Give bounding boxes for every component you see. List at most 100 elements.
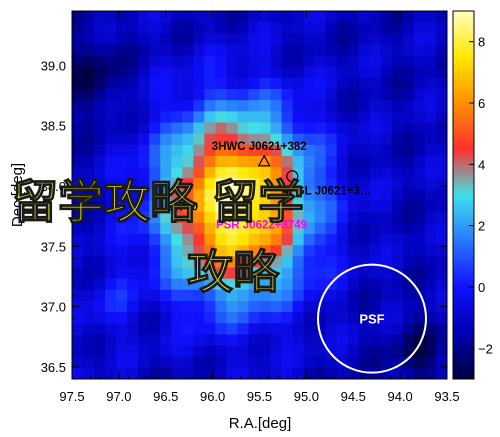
- heatmap-cell: [226, 11, 239, 23]
- heatmap-cell: [105, 89, 117, 101]
- heatmap-cell: [281, 234, 294, 246]
- heatmap-cell: [182, 22, 194, 34]
- heatmap-cell: [435, 323, 447, 335]
- heatmap-cell: [292, 122, 305, 135]
- heatmap-cell: [83, 222, 95, 235]
- heatmap-cell: [391, 300, 404, 313]
- heatmap-cell: [215, 289, 228, 302]
- source-label-psr: PSR J0622+3749: [216, 220, 307, 232]
- heatmap-cell: [413, 245, 426, 257]
- heatmap-cell: [347, 111, 360, 124]
- heatmap-cell: [281, 122, 294, 135]
- heatmap-cell: [226, 89, 239, 101]
- heatmap-cell: [226, 122, 239, 135]
- heatmap-cell: [215, 111, 228, 124]
- heatmap-cell: [303, 111, 316, 124]
- heatmap-cell: [116, 33, 128, 46]
- heatmap-cell: [358, 33, 371, 46]
- heatmap-cell: [314, 66, 327, 79]
- heatmap-cell: [369, 122, 382, 135]
- heatmap-cell: [248, 345, 261, 358]
- heatmap-cell: [259, 356, 272, 369]
- heatmap-cell: [116, 133, 128, 146]
- heatmap-cell: [314, 289, 327, 302]
- heatmap-cell: [424, 22, 437, 34]
- heatmap-cell: [83, 144, 95, 157]
- heatmap-cell: [182, 100, 194, 112]
- heatmap-cell: [204, 44, 216, 57]
- heatmap-cell: [325, 144, 338, 157]
- heatmap-cell: [72, 77, 84, 90]
- heatmap-cell: [358, 245, 371, 257]
- heatmap-cell: [160, 334, 172, 347]
- heatmap-cell: [413, 133, 426, 146]
- x-tick-label: 94.5: [341, 389, 366, 404]
- heatmap-cell: [138, 100, 150, 112]
- heatmap-cell: [182, 144, 194, 157]
- heatmap-cell: [259, 345, 272, 358]
- heatmap-cell: [413, 323, 426, 335]
- heatmap-cell: [435, 267, 447, 280]
- heatmap-cell: [149, 22, 161, 34]
- heatmap-cell: [193, 312, 205, 324]
- heatmap-cell: [215, 55, 228, 68]
- heatmap-cell: [292, 33, 305, 46]
- heatmap-cell: [259, 122, 272, 135]
- heatmap-cell: [336, 44, 349, 57]
- heatmap-cell: [435, 278, 447, 291]
- heatmap-cell: [215, 267, 228, 280]
- heatmap-cell: [226, 155, 239, 168]
- heatmap-cell: [413, 144, 426, 157]
- heatmap-cell: [149, 11, 161, 23]
- heatmap-cell: [292, 334, 305, 347]
- heatmap-cell: [116, 55, 128, 68]
- heatmap-cell: [94, 267, 106, 280]
- heatmap-cell: [292, 222, 305, 235]
- heatmap-cell: [248, 300, 261, 313]
- heatmap-cell: [303, 334, 316, 347]
- heatmap-cell: [204, 167, 216, 179]
- heatmap-cell: [182, 167, 194, 179]
- source-label-3hwc: 3HWC J0621+382: [212, 141, 307, 153]
- heatmap-cell: [83, 44, 95, 57]
- heatmap-cell: [292, 278, 305, 291]
- heatmap-cell: [204, 22, 216, 34]
- heatmap-cell: [72, 289, 84, 302]
- heatmap-cell: [336, 289, 349, 302]
- heatmap-cell: [116, 234, 128, 246]
- heatmap-cell: [94, 155, 106, 168]
- heatmap-cell: [369, 22, 382, 34]
- heatmap-cell: [138, 323, 150, 335]
- heatmap-cell: [380, 44, 393, 57]
- heatmap-cell: [380, 189, 393, 202]
- heatmap-cell: [259, 334, 272, 347]
- heatmap-cell: [226, 345, 239, 358]
- heatmap-cell: [105, 77, 117, 90]
- heatmap-cell: [193, 356, 205, 369]
- heatmap-cell: [413, 234, 426, 246]
- heatmap-cell: [413, 334, 426, 347]
- colorbar-tick-label: −2: [478, 341, 493, 356]
- heatmap-cell: [116, 144, 128, 157]
- heatmap-cell: [171, 22, 183, 34]
- heatmap-cell: [391, 278, 404, 291]
- heatmap-cell: [391, 345, 404, 358]
- heatmap-cell: [391, 367, 404, 379]
- heatmap-cell: [325, 44, 338, 57]
- heatmap-cell: [182, 323, 194, 335]
- heatmap-cell: [413, 300, 426, 313]
- heatmap-cell: [259, 367, 272, 379]
- heatmap-cell: [358, 111, 371, 124]
- heatmap-cell: [435, 22, 447, 34]
- heatmap-cell: [83, 278, 95, 291]
- heatmap-cell: [105, 122, 117, 135]
- heatmap-cell: [325, 300, 338, 313]
- heatmap-cell: [72, 100, 84, 112]
- y-axis-label: Dec.[deg]: [9, 163, 26, 227]
- heatmap-cell: [116, 89, 128, 101]
- heatmap-cell: [105, 312, 117, 324]
- heatmap-cell: [193, 222, 205, 235]
- heatmap-cell: [358, 300, 371, 313]
- heatmap-cell: [149, 44, 161, 57]
- heatmap-cell: [292, 89, 305, 101]
